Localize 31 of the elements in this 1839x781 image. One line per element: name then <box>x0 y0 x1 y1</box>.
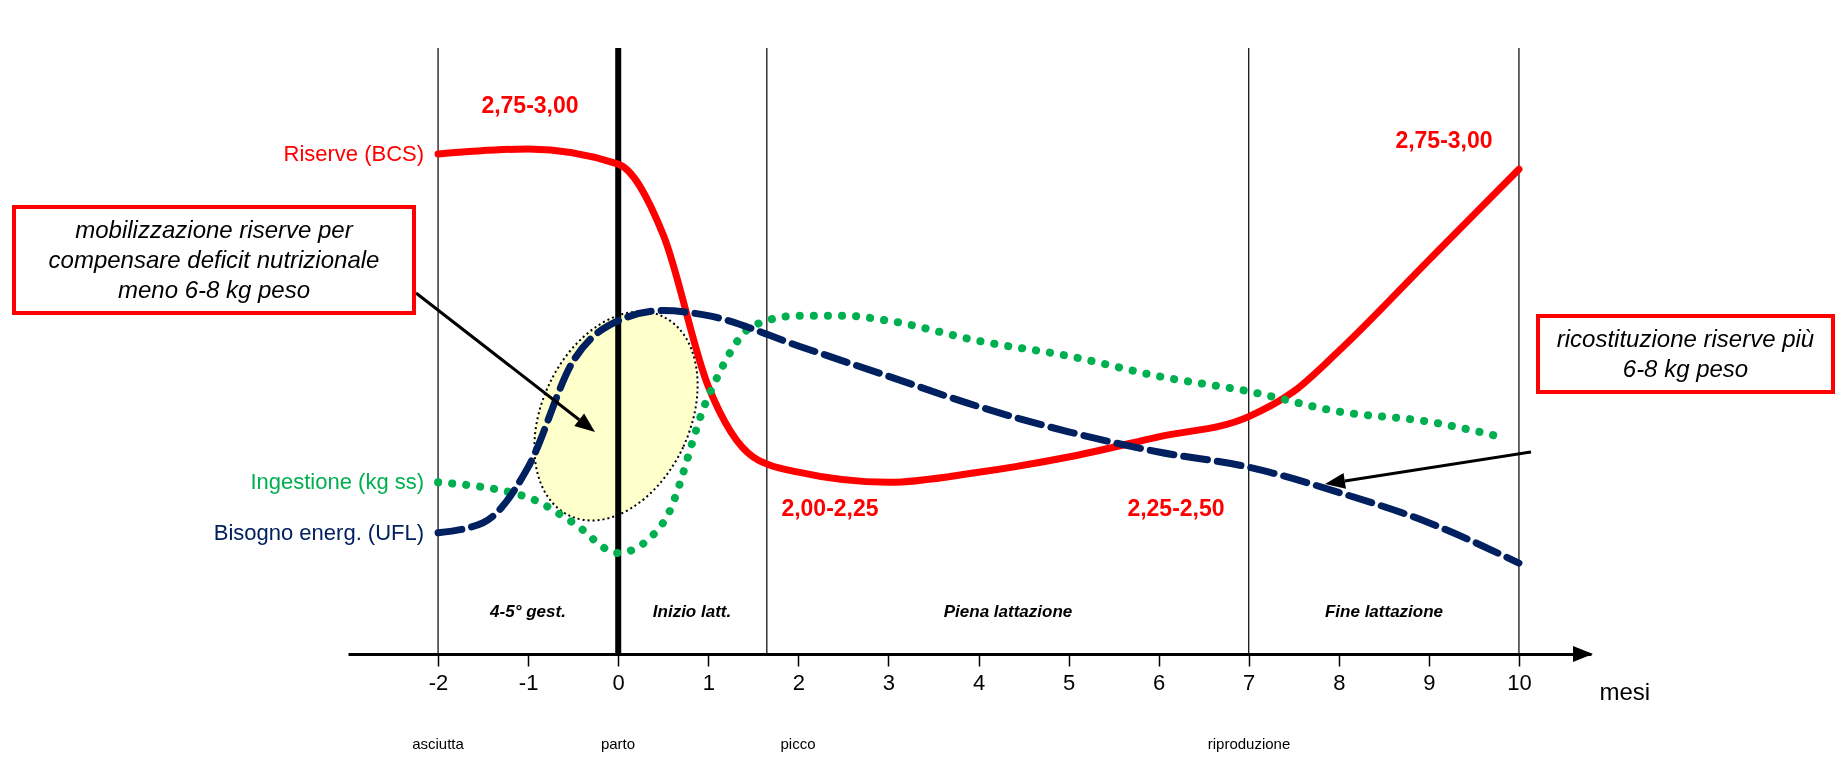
x-tick-label: 1 <box>702 669 715 695</box>
series-label: Riserve (BCS) <box>283 141 425 167</box>
x-tick-label: 5 <box>1062 669 1076 695</box>
x-tick-label: 10 <box>1507 669 1532 695</box>
x-tick-label: 6 <box>1153 669 1166 695</box>
x-tick-label: 7 <box>1243 669 1256 695</box>
annotation: 2,00-2,25 <box>781 494 879 522</box>
x-tick-label: -1 <box>518 669 539 695</box>
text: asciutta <box>412 734 464 752</box>
annotation: 4-5° gest. <box>490 602 566 622</box>
annotation: Inizio latt. <box>652 602 732 622</box>
x-tick-label: 0 <box>612 669 625 695</box>
annotation: ricostituzione riserve più 6-8 kg peso <box>1536 314 1835 394</box>
annotation: 2,25-2,50 <box>1127 494 1225 522</box>
series-label: Bisogno energ. (UFL) <box>213 519 425 545</box>
x-tick-label: 2 <box>792 669 805 695</box>
x-tick-label: -2 <box>428 669 449 695</box>
text: parto <box>600 734 636 752</box>
x-tick-label: 4 <box>972 669 986 695</box>
annotation: Piena lattazione <box>943 602 1073 622</box>
series-label: Ingestione (kg ss) <box>250 469 425 495</box>
text: 2,75-3,00 <box>481 91 579 119</box>
x-tick-label: 8 <box>1333 669 1346 695</box>
annotation: mobilizzazione riserve per compensare deficit nutrizionale meno 6-8 kg peso <box>12 205 416 315</box>
x-axis-title: mesi <box>1599 677 1651 705</box>
x-tick-label: 3 <box>882 669 896 695</box>
x-tick-label: 9 <box>1423 669 1436 695</box>
annotation: Fine lattazione <box>1324 602 1444 622</box>
text: riproduzione <box>1207 734 1291 752</box>
annotation: 2,75-3,00 <box>1395 126 1493 154</box>
text: picco <box>780 734 816 752</box>
